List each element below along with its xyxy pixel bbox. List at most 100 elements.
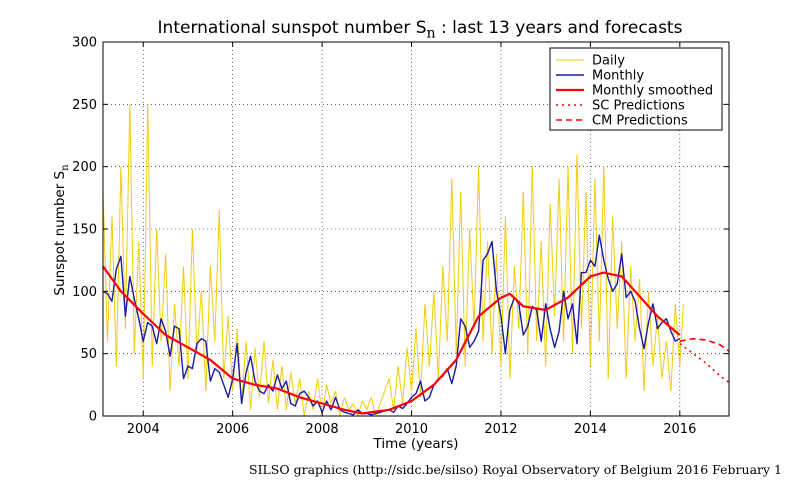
daily-segment — [495, 253, 502, 367]
daily-segment — [607, 216, 614, 379]
credit-text: SILSO graphics (http://sidc.be/silso) Ro… — [249, 462, 782, 477]
daily-segment — [200, 291, 207, 392]
daily-segment — [469, 228, 475, 329]
daily-segment — [384, 378, 390, 392]
daily-segment — [361, 400, 368, 410]
cm-prediction-line — [679, 337, 730, 352]
daily-segment — [563, 166, 569, 342]
daily-segment — [115, 166, 122, 367]
daily-segment — [536, 241, 542, 342]
y-axis-label-main: Sunspot number S — [52, 171, 68, 296]
daily-segment — [558, 179, 565, 342]
daily-segment — [473, 166, 480, 329]
daily-segment — [482, 241, 489, 342]
daily-segment — [174, 303, 180, 367]
daily-segment — [267, 359, 274, 404]
daily-segment — [487, 241, 493, 354]
legend-entry: CM Predictions — [592, 114, 688, 129]
daily-segment — [169, 303, 176, 392]
daily-segment — [545, 204, 551, 367]
y-axis-label-sub: n — [60, 164, 71, 171]
chart-title: International sunspot number Sn : last 1… — [0, 18, 800, 41]
daily-segment — [160, 253, 167, 342]
x-tick-label: 2004 — [127, 422, 160, 437]
x-tick-label: 2008 — [306, 422, 339, 437]
daily-segment — [191, 228, 198, 354]
x-tick-label: 2016 — [663, 422, 696, 437]
chart-title-subscript: n — [426, 25, 436, 42]
y-axis-label: Sunspot number Sn — [52, 164, 71, 296]
axis-ticks: 2004 2006 2008 2010 2012 2014 2016 0 50 100 150 200… — [72, 36, 729, 437]
prediction-series — [679, 337, 730, 383]
daily-segment — [402, 347, 408, 404]
x-tick-label: 2006 — [216, 422, 249, 437]
daily-segment — [500, 216, 506, 367]
daily-segment — [594, 179, 600, 342]
daily-segment — [393, 366, 399, 410]
daily-segment — [294, 378, 301, 404]
x-tick-label: 2010 — [395, 422, 428, 437]
daily-segment — [182, 266, 189, 379]
daily-segment — [580, 191, 587, 329]
daily-segment — [263, 341, 269, 404]
chart-title-main: International sunspot number S — [157, 18, 427, 38]
daily-segment — [455, 191, 462, 354]
daily-segment — [379, 390, 386, 404]
daily-segment — [643, 291, 650, 392]
x-tick-label: 2012 — [484, 422, 517, 437]
daily-segment — [281, 366, 287, 410]
y-tick-label: 300 — [72, 36, 97, 51]
daily-segment — [209, 266, 216, 342]
daily-segment — [576, 154, 582, 329]
daily-segment — [187, 228, 193, 379]
daily-segment — [424, 303, 430, 367]
legend-entry: Daily — [592, 54, 625, 69]
daily-segment — [460, 191, 466, 367]
daily-segment — [330, 390, 336, 404]
daily-segment — [343, 397, 350, 410]
daily-segment — [612, 216, 618, 329]
daily-segment — [214, 210, 220, 342]
daily-segment — [352, 403, 359, 417]
daily-segment — [133, 241, 140, 354]
daily-segment — [540, 241, 547, 367]
daily-segment — [290, 372, 296, 404]
daily-segment — [102, 191, 108, 342]
daily-segment — [326, 384, 332, 404]
smoothed-series — [102, 265, 681, 415]
daily-segment — [598, 166, 605, 342]
daily-segment — [178, 266, 184, 367]
daily-segment — [437, 266, 444, 379]
daily-segment — [665, 341, 672, 392]
daily-segment — [276, 366, 283, 410]
daily-segment — [165, 253, 171, 392]
daily-segment — [129, 104, 135, 354]
daily-segment — [451, 179, 457, 354]
monthly-line — [102, 234, 681, 416]
daily-segment — [339, 397, 345, 417]
legend-box — [549, 47, 723, 131]
daily-segment — [549, 204, 556, 317]
legend-entry: Monthly smoothed — [592, 84, 713, 99]
sc-prediction-line — [679, 343, 730, 383]
daily-segment — [589, 179, 596, 367]
daily-segment — [513, 266, 520, 329]
daily-segment — [241, 341, 247, 404]
daily-segment — [572, 154, 578, 354]
daily-segment — [218, 210, 225, 379]
y-tick-label: 150 — [72, 223, 97, 238]
daily-segment — [648, 291, 654, 367]
daily-segment — [674, 303, 681, 367]
y-tick-label: 0 — [89, 410, 97, 425]
daily-segment — [554, 179, 560, 317]
y-tick-label: 50 — [80, 347, 97, 362]
chart-title-rest: : last 13 years and forecasts — [441, 18, 683, 38]
daily-segment — [142, 104, 149, 379]
daily-segment — [442, 266, 448, 342]
daily-segment — [366, 397, 372, 410]
legend-entry: Monthly — [592, 69, 644, 84]
daily-segment — [259, 341, 265, 398]
smoothed-line — [102, 265, 681, 415]
